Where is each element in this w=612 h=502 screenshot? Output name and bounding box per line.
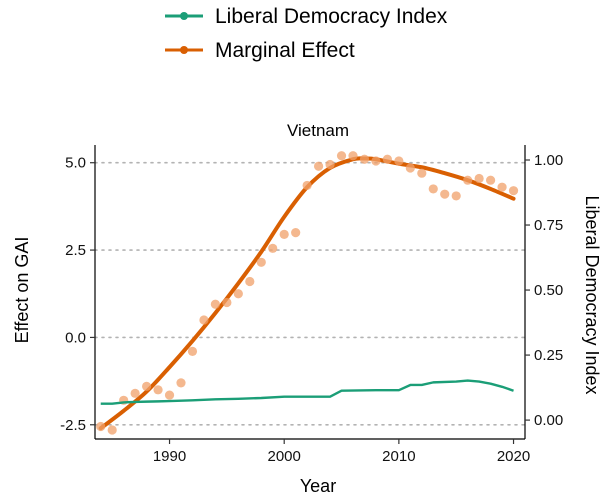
- marginal-effect-point: [199, 315, 209, 325]
- marginal-effect-point: [176, 378, 186, 388]
- marginal-effect-point: [107, 425, 117, 435]
- y-tick-label: 0.0: [65, 329, 86, 346]
- legend-item-marginal-effect: Marginal Effect: [165, 39, 355, 62]
- legend-dot-liberal-democracy: [180, 12, 188, 20]
- marginal-effect-point: [451, 191, 461, 201]
- marginal-effect-point: [382, 154, 392, 164]
- x-tick-label: 2020: [497, 448, 530, 465]
- x-tick-label: 2000: [268, 448, 301, 465]
- marginal-effect-point: [222, 297, 232, 308]
- marginal-effect-point: [405, 163, 415, 173]
- marginal-effect-point: [153, 385, 163, 395]
- marginal-effect-point: [463, 175, 473, 185]
- y-tick-label: 2.5: [65, 242, 86, 259]
- marginal-effect-point: [325, 159, 335, 170]
- marginal-effect-point: [302, 180, 312, 191]
- marginal-effect-point: [371, 156, 381, 166]
- y-tick-label: -2.5: [60, 417, 86, 434]
- marginal-effect-point: [291, 228, 301, 238]
- marginal-effect-point: [256, 257, 266, 267]
- marginal-effect-point: [130, 388, 140, 398]
- legend-item-liberal-democracy: Liberal Democracy Index: [165, 5, 448, 28]
- legend-dot-marginal-effect: [180, 46, 188, 54]
- marginal-effect-point: [233, 289, 243, 299]
- marginal-effect-point: [394, 156, 404, 166]
- y2-axis-title: Liberal Democracy Index: [582, 195, 602, 394]
- x-tick-label: 1990: [153, 448, 186, 465]
- marginal-effect-point: [417, 168, 427, 178]
- marginal-effect-line: [98, 156, 516, 431]
- legend-label-marginal-effect: Marginal Effect: [215, 39, 355, 62]
- marginal-effect-point: [245, 276, 255, 287]
- y-axis-title: Effect on GAI: [12, 237, 32, 344]
- y2-tick-label: 1.00: [534, 152, 563, 169]
- marginal-effect-point: [142, 381, 152, 391]
- y-tick-label: 5.0: [65, 155, 86, 172]
- chart-title: Vietnam: [287, 121, 349, 140]
- series-layer: [96, 151, 519, 435]
- marginal-effect-point: [96, 421, 106, 432]
- marginal-effect-point: [359, 154, 370, 164]
- marginal-effect-point: [314, 161, 324, 171]
- marginal-effect-point: [497, 182, 507, 192]
- marginal-effect-point: [486, 175, 496, 185]
- marginal-effect-point: [210, 299, 220, 309]
- marginal-effect-point: [279, 229, 289, 239]
- x-tick-label: 2010: [382, 448, 415, 465]
- marginal-effect-point: [268, 243, 278, 253]
- marginal-effect-point: [440, 189, 450, 199]
- y2-tick-label: 0.50: [534, 282, 563, 299]
- marginal-effect-point: [428, 184, 438, 194]
- liberal-democracy-line: [100, 379, 514, 405]
- marginal-effect-point: [336, 151, 347, 161]
- y2-tick-label: 0.25: [534, 347, 563, 364]
- marginal-effect-point: [474, 173, 484, 184]
- axes: 5.0 2.5 0.0 -2.5 1.00 0.75 0.50 0.25 0.00 1990 200…: [60, 145, 563, 465]
- legend-label-liberal-democracy: Liberal Democracy Index: [215, 5, 448, 28]
- marginal-effect-point: [164, 390, 175, 400]
- legend: Liberal Democracy Index Marginal Effect: [165, 5, 448, 62]
- marginal-effect-point: [348, 151, 358, 161]
- marginal-effect-point: [508, 186, 519, 196]
- grid-lines: [94, 161, 526, 426]
- marginal-effect-point: [187, 346, 198, 356]
- y2-tick-label: 0.00: [534, 412, 563, 429]
- y2-tick-label: 0.75: [534, 217, 563, 234]
- x-axis-title: Year: [300, 476, 336, 496]
